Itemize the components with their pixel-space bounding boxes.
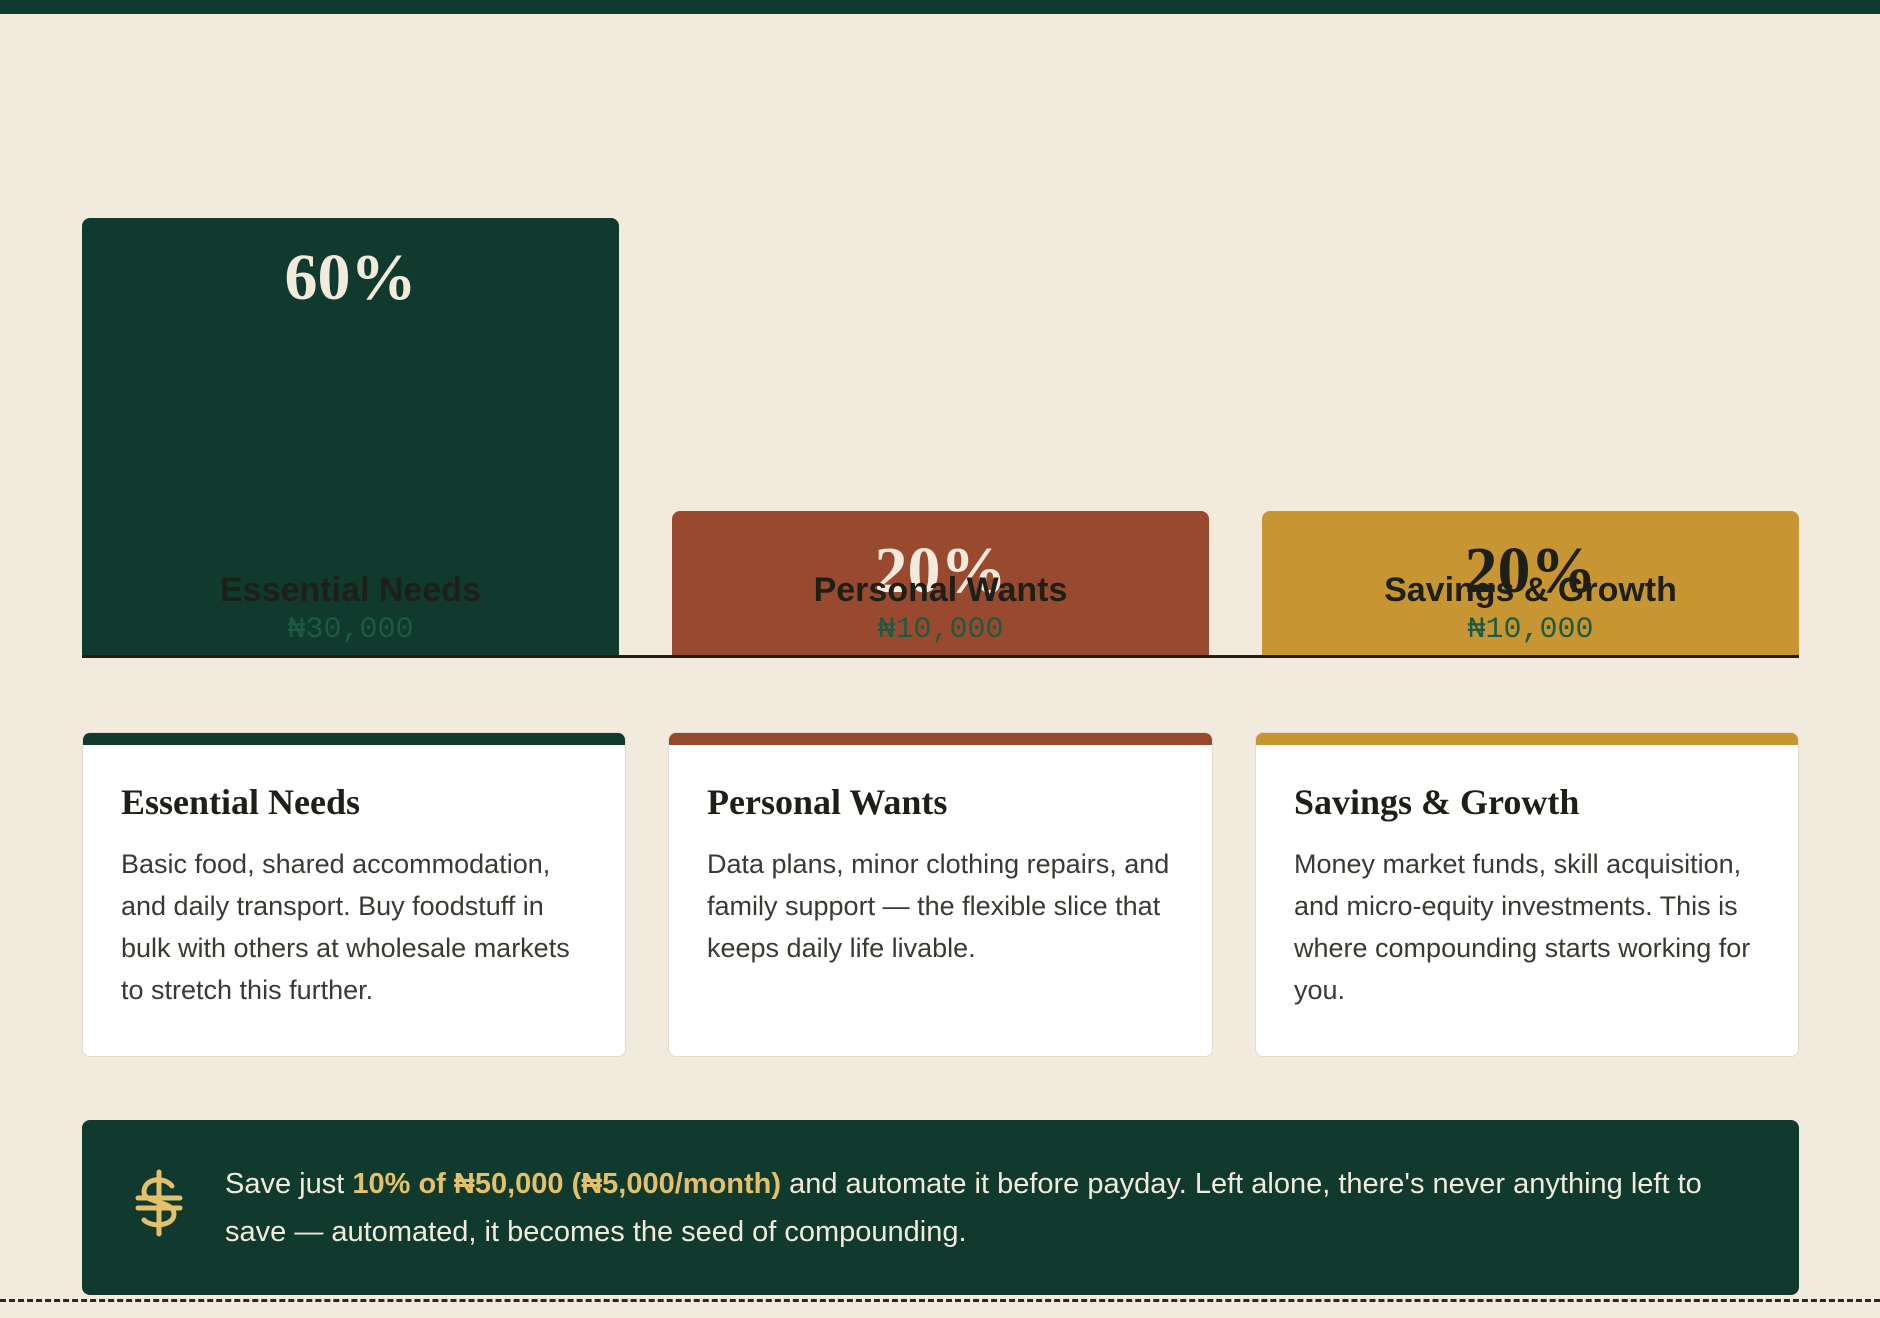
tip-suffix: and automate it before payday. Left alon… — [225, 1168, 1702, 1248]
bar-column-wants: 20% — [672, 110, 1209, 658]
category-amount-needs: ₦30,000 — [287, 613, 414, 648]
category-name-savings: Savings & Growth — [1384, 571, 1677, 609]
bar-value-label-needs: 60% — [284, 241, 417, 314]
savings-tip-text: Save just 10% of ₦50,000 (₦5,000/month) … — [225, 1160, 1749, 1256]
bar-column-needs: 60% — [82, 110, 619, 658]
category-name-needs: Essential Needs — [220, 571, 481, 609]
top-accent-bar — [0, 0, 1880, 14]
bar-value-label-wants: 20% — [874, 534, 1007, 607]
card-title-needs: Essential Needs — [121, 782, 361, 822]
card-body-savings: Money market funds, skill acquisition, a… — [1294, 849, 1751, 1005]
allocation-chart: 60% 20% 20% — [82, 110, 1799, 658]
category-label-savings: Savings & Growth ₦10,000 — [1262, 571, 1799, 650]
card-title-savings: Savings & Growth — [1294, 782, 1580, 822]
category-label-needs: Essential Needs ₦30,000 — [82, 571, 619, 650]
tip-prefix: Save just — [225, 1168, 353, 1200]
dashed-divider — [0, 1299, 1880, 1302]
card-needs: Essential Needs Basic food, shared accom… — [82, 732, 626, 1057]
card-accent-savings — [1256, 733, 1798, 745]
bar-value-label-savings: 20% — [1464, 534, 1597, 607]
card-accent-needs — [83, 733, 625, 745]
card-body-wants: Data plans, minor clothing repairs, and … — [707, 849, 1170, 963]
category-amount-savings: ₦10,000 — [1467, 613, 1594, 648]
bar-wants: 20% — [672, 511, 1209, 658]
savings-tip-banner: Save just 10% of ₦50,000 (₦5,000/month) … — [82, 1120, 1799, 1295]
category-name-wants: Personal Wants — [813, 571, 1068, 609]
category-label-wants: Personal Wants ₦10,000 — [672, 571, 1209, 650]
bar-needs: 60% — [82, 218, 619, 658]
bar-savings: 20% — [1262, 511, 1799, 658]
card-body-needs: Basic food, shared accommodation, and da… — [121, 849, 570, 1005]
card-savings: Savings & Growth Money market funds, ski… — [1255, 732, 1799, 1057]
card-wants: Personal Wants Data plans, minor clothin… — [668, 732, 1213, 1057]
naira-currency-icon — [135, 1169, 183, 1237]
card-title-wants: Personal Wants — [707, 782, 948, 822]
category-amount-wants: ₦10,000 — [877, 613, 1004, 648]
card-accent-wants — [669, 733, 1212, 745]
bar-column-savings: 20% — [1262, 110, 1799, 658]
chart-baseline — [82, 655, 1799, 658]
tip-highlight: 10% of ₦50,000 (₦5,000/month) — [352, 1168, 782, 1200]
